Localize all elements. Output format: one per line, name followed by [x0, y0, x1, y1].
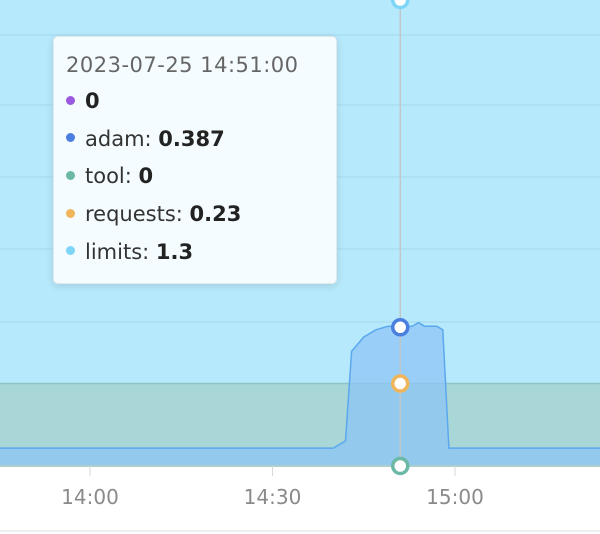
requests-point [391, 374, 410, 393]
tool-point [391, 456, 410, 476]
tooltip-row: limits: 1.3 [66, 234, 324, 272]
tooltip-series-value: 0 [138, 164, 154, 189]
x-tick-label: 15:00 [426, 485, 484, 509]
adam-point [391, 318, 410, 337]
tooltip-series-label: adam: [85, 126, 159, 151]
tooltip-series-value: 0.23 [189, 202, 242, 227]
tooltip-series-label: tool: [85, 164, 139, 189]
x-tick-label: 14:30 [244, 485, 302, 509]
adam-area [0, 322, 600, 466]
tooltip-series-value: 0.387 [158, 126, 225, 151]
tooltip-series-value: 1.3 [155, 239, 194, 264]
tooltip-row: requests: 0.23 [66, 196, 324, 234]
tooltip-series-value: 0 [85, 89, 100, 113]
tooltip-title: 2023-07-25 14:51:00 [66, 53, 299, 77]
tooltip-series-label: limits: [85, 239, 156, 264]
series-dot-icon [66, 170, 75, 180]
series-dot-icon [66, 133, 75, 143]
tooltip-row: adam: 0.387 [66, 121, 324, 159]
tooltip-row: 0 [66, 83, 324, 121]
series-dot-icon [66, 246, 75, 256]
tooltip-row: tool: 0 [66, 158, 324, 196]
chart-tooltip: 2023-07-25 14:51:00 0 adam: 0.387 tool: … [53, 36, 337, 284]
x-tick-label: 14:00 [61, 485, 119, 509]
series-dot-icon [66, 208, 75, 218]
limits-point [391, 0, 410, 10]
series-dot-icon [66, 95, 75, 105]
tooltip-series-label: requests: [85, 202, 190, 227]
